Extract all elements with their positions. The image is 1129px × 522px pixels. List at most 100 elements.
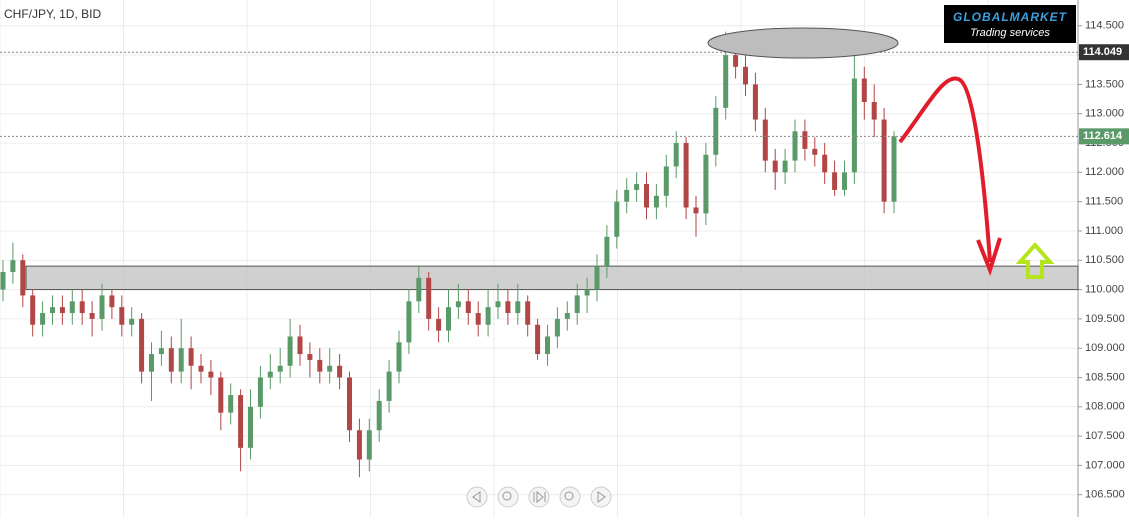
logo [944, 5, 1076, 43]
candle-body [604, 236, 610, 267]
candle-body [634, 184, 640, 190]
candle-body [772, 160, 778, 173]
price-label: 112.614 [1083, 130, 1123, 142]
candle-body [129, 318, 135, 325]
candle-body [703, 154, 709, 214]
candle-body [614, 201, 620, 237]
candle-body [89, 313, 95, 319]
candle-body [20, 260, 26, 296]
candle-body [158, 348, 164, 355]
candle-body [436, 318, 442, 331]
y-tick-label: 109.000 [1085, 342, 1125, 354]
candle-body [267, 371, 273, 378]
candle-body [109, 295, 115, 308]
candle-body [356, 430, 362, 460]
nav-buttons [466, 486, 612, 508]
candle-body [188, 348, 194, 366]
candle-body [871, 101, 877, 120]
candle-body [347, 377, 352, 431]
candle-body [752, 84, 758, 120]
candle-body [297, 336, 303, 355]
support-zone [25, 265, 1079, 291]
candle-body [337, 365, 343, 378]
candle-body [554, 318, 560, 337]
candle-body [178, 348, 184, 372]
candle-body [396, 342, 402, 372]
candle-body [307, 354, 313, 360]
y-tick-label: 114.500 [1085, 20, 1124, 32]
chart-title: CHF/JPY, 1D, BID [4, 7, 101, 21]
icon [564, 491, 574, 501]
candle-body [832, 172, 838, 190]
candle-body [79, 301, 85, 314]
icon [533, 490, 546, 504]
candle-body [713, 107, 719, 155]
candle-body [218, 377, 224, 413]
y-tick-label: 112.000 [1085, 166, 1124, 178]
candle-body [525, 301, 531, 325]
candle-body [743, 66, 748, 85]
candle-body [139, 318, 145, 372]
candle-body [881, 119, 887, 202]
candle-body [287, 336, 293, 366]
candle-body [59, 307, 65, 314]
candle-body [257, 377, 263, 407]
logo-name: GLOBALMARKET [953, 10, 1068, 24]
candle-body [822, 154, 828, 173]
candle-body [653, 195, 659, 208]
y-tick-label: 113.500 [1085, 78, 1124, 90]
candle-body [30, 295, 36, 325]
candle-body [624, 189, 630, 202]
price-label-box [1079, 128, 1129, 145]
candle-body [673, 143, 679, 167]
up-arrow [1015, 241, 1055, 279]
candle-body [782, 160, 788, 173]
candle-body [455, 301, 461, 308]
candle-body [762, 119, 768, 161]
candle-body [208, 371, 214, 378]
candle-body [446, 307, 451, 331]
candle-body [812, 148, 818, 155]
candle-body [475, 313, 481, 325]
candle-body [149, 354, 154, 372]
candle-body [10, 260, 16, 272]
candle-body [594, 266, 600, 290]
forecast-arrow [898, 76, 992, 263]
icon [502, 491, 512, 501]
candle-body [505, 301, 511, 314]
y-tick-label: 108.500 [1085, 371, 1125, 383]
candle-body [238, 395, 244, 448]
y-tick-label: 110.000 [1085, 283, 1124, 295]
candle-body [564, 313, 570, 319]
scroll-left-button[interactable] [466, 486, 488, 508]
candle-body [792, 131, 798, 161]
candle-body [465, 301, 471, 314]
candle-body [416, 277, 422, 302]
candle-body [317, 359, 323, 372]
y-tick-label: 113.000 [1085, 108, 1124, 120]
candle-body [69, 301, 75, 314]
candle-body [515, 301, 521, 314]
candle-body [376, 400, 382, 431]
candle-body [406, 301, 412, 343]
zoom-in-button[interactable] [559, 486, 581, 508]
logo-tagline: Trading services [970, 27, 1050, 39]
candle-body [683, 143, 689, 208]
price-label: 114.049 [1083, 46, 1122, 58]
candle-body [248, 406, 253, 448]
y-tick-label: 111.000 [1085, 225, 1123, 237]
icon [597, 491, 606, 503]
candle-body [663, 166, 669, 196]
candle-body [723, 55, 729, 108]
candle-body [644, 184, 649, 208]
candle-body [0, 271, 6, 290]
zoom-out-button[interactable] [497, 486, 519, 508]
candle-body [168, 348, 174, 372]
candle-body [426, 277, 432, 319]
candle-body [851, 78, 857, 173]
candle-body [277, 365, 283, 372]
candle-body [386, 371, 392, 401]
scroll-right-button[interactable] [590, 486, 612, 508]
candle-body [228, 395, 234, 413]
reset-button[interactable] [528, 486, 550, 508]
